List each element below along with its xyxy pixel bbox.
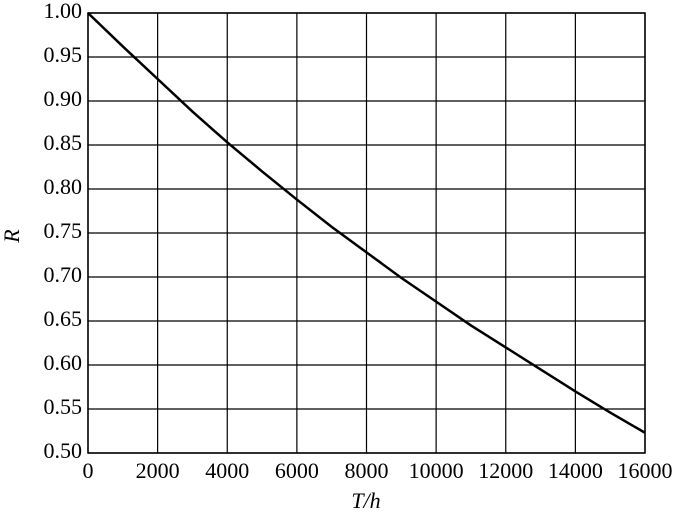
x-tick-label: 4000 bbox=[205, 458, 249, 483]
y-tick-label: 1.00 bbox=[44, 0, 83, 23]
y-tick-label: 0.85 bbox=[44, 130, 83, 155]
y-tick-label: 0.90 bbox=[44, 86, 83, 111]
y-tick-label: 0.75 bbox=[44, 218, 83, 243]
x-axis-label: T/h bbox=[351, 488, 380, 513]
y-tick-label: 0.50 bbox=[44, 438, 83, 463]
x-tick-label: 0 bbox=[83, 458, 94, 483]
data-line bbox=[87, 12, 646, 434]
x-tick-label: 2000 bbox=[136, 458, 180, 483]
y-tick-label: 0.95 bbox=[44, 42, 83, 67]
x-tick-label: 10000 bbox=[409, 458, 464, 483]
x-tick-label: 12000 bbox=[478, 458, 533, 483]
plot-frame bbox=[87, 12, 646, 454]
x-tick-label: 14000 bbox=[548, 458, 603, 483]
x-tick-label: 8000 bbox=[345, 458, 389, 483]
y-tick-label: 0.80 bbox=[44, 174, 83, 199]
y-tick-label: 0.55 bbox=[44, 394, 83, 419]
y-axis-label: R bbox=[0, 229, 24, 244]
x-tick-label: 16000 bbox=[618, 458, 673, 483]
y-tick-label: 0.65 bbox=[44, 306, 83, 331]
y-tick-label: 0.70 bbox=[44, 262, 83, 287]
y-tick-label: 0.60 bbox=[44, 350, 83, 375]
x-tick-label: 6000 bbox=[275, 458, 319, 483]
